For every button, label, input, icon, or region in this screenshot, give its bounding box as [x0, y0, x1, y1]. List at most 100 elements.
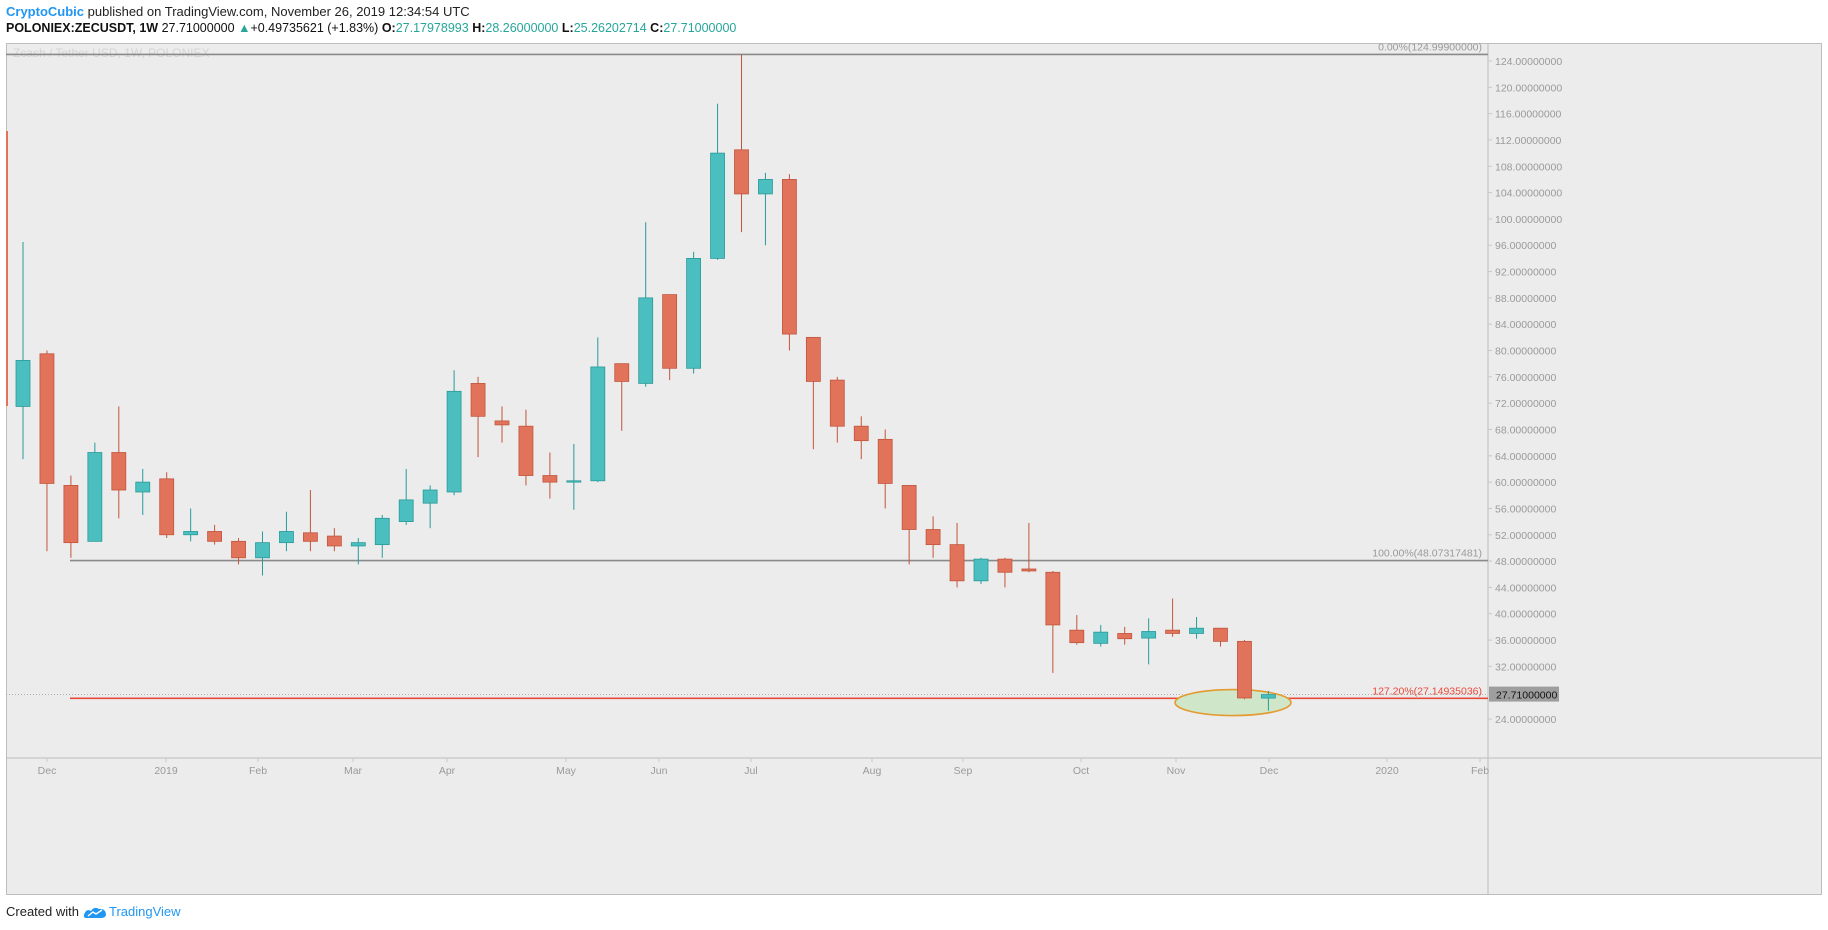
low-value: 25.26202714: [573, 21, 647, 35]
high-label: H:: [472, 21, 486, 35]
candle-body: [207, 531, 223, 542]
y-axis-label: 52.00000000: [1495, 530, 1556, 542]
candle-body: [997, 558, 1013, 573]
high-value: 28.26000000: [485, 21, 559, 35]
candle-body: [446, 390, 462, 493]
fib-level-label: 127.20%(27.14935036): [1372, 685, 1482, 697]
candle-body: [1117, 633, 1133, 640]
candle-body: [973, 558, 989, 582]
y-axis-label: 84.00000000: [1495, 319, 1556, 331]
candle-body: [638, 297, 654, 384]
candle-body: [39, 353, 55, 484]
symbol-name: POLONIEX:ZECUSDT, 1W: [6, 21, 159, 35]
candle-body: [302, 532, 318, 542]
x-axis-label: Mar: [344, 765, 363, 777]
candle-body: [901, 485, 917, 530]
candle-body: [925, 529, 941, 546]
footer: Created with TradingView: [6, 904, 181, 919]
y-axis-label: 116.00000000: [1495, 109, 1562, 121]
y-axis-label: 40.00000000: [1495, 609, 1556, 621]
x-axis-label: 2019: [154, 765, 178, 777]
y-axis-label: 44.00000000: [1495, 582, 1556, 594]
change-arrow-icon: ▲: [238, 21, 251, 35]
last-price: 27.71000000: [161, 21, 235, 35]
candle-body: [758, 179, 773, 195]
y-axis-label: 96.00000000: [1495, 240, 1556, 252]
y-axis-label: 80.00000000: [1495, 346, 1556, 358]
x-axis-label: Sep: [954, 765, 973, 777]
candle-body: [1069, 629, 1085, 644]
low-label: L:: [561, 21, 574, 35]
candle-body: [15, 359, 31, 407]
candle-body: [350, 542, 366, 547]
x-axis-label: 2020: [1375, 765, 1399, 777]
x-axis-label: Feb: [249, 765, 267, 777]
candle-body: [1261, 694, 1276, 699]
publish-info: CryptoCubic published on TradingView.com…: [6, 4, 470, 19]
candle-body: [63, 485, 79, 544]
y-axis-label: 48.00000000: [1495, 556, 1556, 568]
candlestick-chart[interactable]: Zcash / Tether USD, 1W, POLONIEX 24.00000…: [6, 43, 1822, 895]
x-axis-label: Nov: [1167, 765, 1186, 777]
candle-body: [829, 379, 845, 427]
candle-body: [279, 531, 294, 544]
y-axis-label: 60.00000000: [1495, 477, 1556, 489]
open-value: 27.17978993: [395, 21, 469, 35]
x-axis-label: Jun: [651, 765, 668, 777]
y-axis-label: 112.00000000: [1495, 135, 1562, 147]
candle-body: [326, 535, 342, 547]
x-axis-label: Dec: [1260, 765, 1279, 777]
candle-body: [374, 517, 390, 546]
y-axis-label: 104.00000000: [1495, 188, 1562, 200]
y-axis-label: 92.00000000: [1495, 267, 1556, 279]
symbol-info-bar: POLONIEX:ZECUSDT, 1W 27.71000000 ▲+0.497…: [6, 21, 736, 35]
published-text: published on TradingView.com, November 2…: [87, 4, 470, 19]
candle-body: [159, 478, 175, 536]
candle-body: [422, 489, 438, 504]
y-axis-label: 88.00000000: [1495, 293, 1556, 305]
candle-body: [686, 257, 701, 369]
current-price-box: [1489, 686, 1559, 702]
x-axis-label: May: [556, 765, 577, 777]
y-axis-label: 68.00000000: [1495, 424, 1556, 436]
candle-body: [1189, 627, 1204, 634]
y-axis-label: 120.00000000: [1495, 82, 1562, 94]
candle-body: [398, 499, 414, 522]
candle-body: [518, 425, 534, 476]
candle-body: [1045, 571, 1061, 626]
author-link[interactable]: CryptoCubic: [6, 4, 84, 19]
chart-watermark-title: Zcash / Tether USD, 1W, POLONIEX: [13, 46, 210, 60]
y-axis-label: 64.00000000: [1495, 451, 1556, 463]
y-axis-label: 108.00000000: [1495, 161, 1562, 173]
y-axis-label: 24.00000000: [1495, 714, 1556, 726]
created-with-text: Created with: [6, 904, 79, 919]
candle-body: [111, 452, 127, 491]
candle-body: [494, 420, 510, 426]
x-axis-label: Oct: [1073, 765, 1089, 777]
close-label: C:: [650, 21, 664, 35]
candle-body: [782, 179, 797, 335]
candle-body: [949, 544, 965, 582]
candle-body: [183, 531, 199, 536]
candle-body: [566, 480, 582, 483]
y-axis-label: 72.00000000: [1495, 398, 1556, 410]
candle-body: [1093, 631, 1109, 644]
candle-body: [231, 540, 246, 559]
candle-body: [87, 452, 103, 542]
candle-body: [853, 425, 869, 442]
tradingview-logo-icon: [83, 907, 106, 918]
x-axis-label: Apr: [439, 765, 456, 777]
highlight-ellipse: [1174, 688, 1292, 717]
y-axis-label: 36.00000000: [1495, 635, 1556, 647]
tradingview-link[interactable]: TradingView: [108, 904, 181, 919]
chart-frame: [6, 43, 1822, 895]
candle-body: [710, 152, 725, 259]
y-axis-label: 76.00000000: [1495, 372, 1556, 384]
candle-body: [1021, 568, 1037, 572]
candle-body: [662, 294, 678, 369]
y-axis-label: 100.00000000: [1495, 214, 1562, 226]
fib-level-label: 0.00%(124.99900000): [1378, 43, 1482, 53]
candle-body: [734, 149, 749, 195]
candle-body: [805, 336, 821, 382]
x-axis-label: Jul: [744, 765, 757, 777]
